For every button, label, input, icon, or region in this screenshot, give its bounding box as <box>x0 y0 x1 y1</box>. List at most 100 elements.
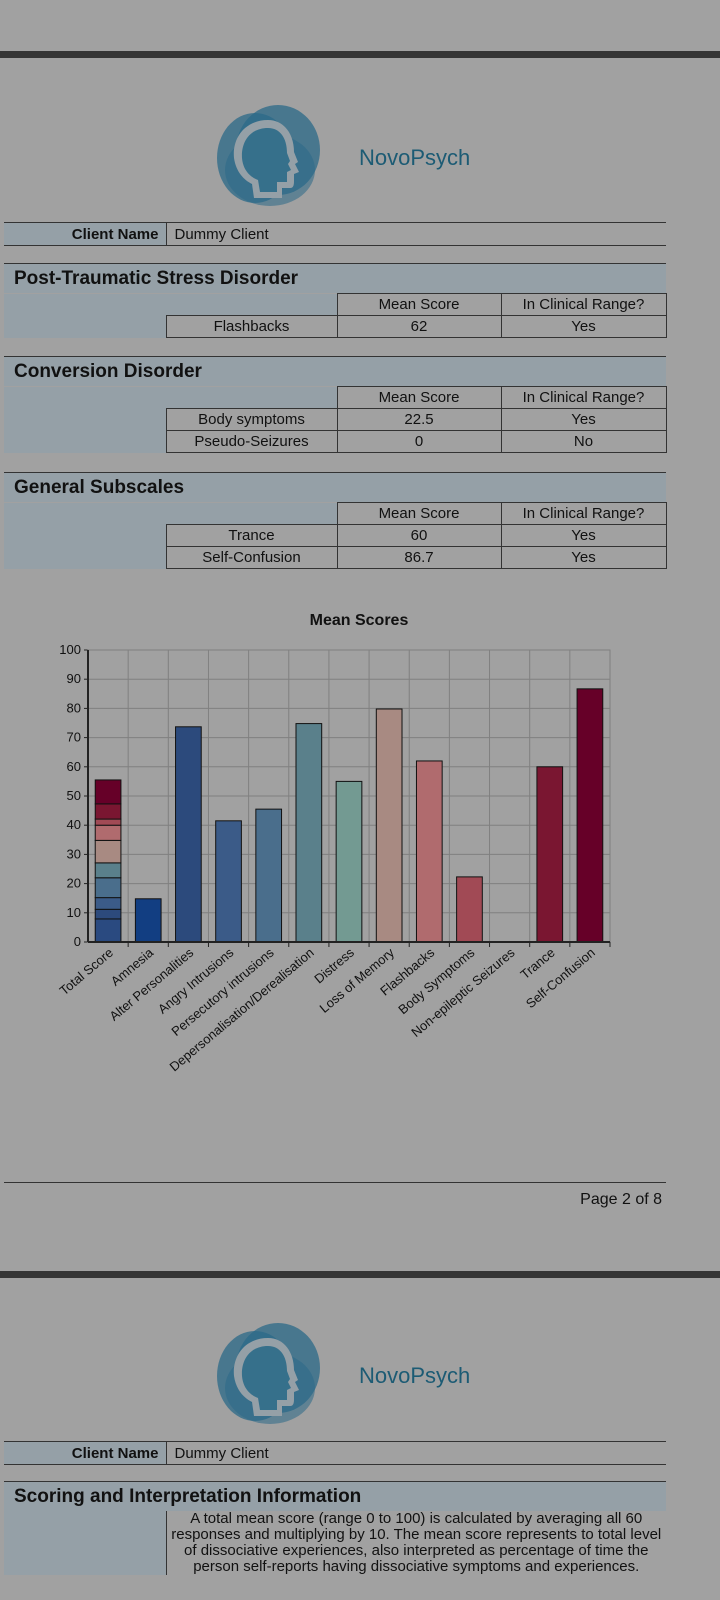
clinical-range-header: In Clinical Range? <box>500 386 667 409</box>
mean-score-header: Mean Score <box>336 386 502 409</box>
empty-cell <box>4 546 166 569</box>
score-table: Mean Score In Clinical Range? Trance 60 … <box>4 502 667 569</box>
bar <box>415 760 443 943</box>
footer-divider <box>4 1182 666 1183</box>
empty-cell <box>4 430 166 453</box>
row-mean: 22.5 <box>336 408 502 431</box>
row-clinical: Yes <box>500 315 667 338</box>
y-tick-label: 10 <box>67 905 81 920</box>
bar <box>134 898 162 943</box>
row-label: Flashbacks <box>165 315 338 338</box>
empty-cell <box>166 502 337 525</box>
y-tick-label: 50 <box>67 788 81 803</box>
score-table: Mean Score In Clinical Range? Body sympt… <box>4 386 667 453</box>
y-tick-label: 20 <box>67 876 81 891</box>
total-score-segment <box>94 824 122 841</box>
empty-cell <box>4 386 166 409</box>
empty-cell <box>4 502 166 525</box>
total-score-segment <box>94 779 122 805</box>
bar <box>576 688 604 943</box>
mean-scores-chart: Mean Scores 0 10 20 30 40 50 60 70 80 90 100 Total S… <box>57 612 611 1074</box>
table-row: Body symptoms 22.5 Yes <box>4 408 667 431</box>
bar <box>295 723 323 943</box>
bar <box>375 708 403 943</box>
page-divider <box>0 51 720 58</box>
row-label: Self-Confusion <box>165 546 338 569</box>
y-tick-label: 80 <box>67 700 81 715</box>
total-score-segment <box>94 862 122 879</box>
client-info-table: Client Name Dummy Client <box>4 1441 666 1465</box>
row-clinical: No <box>500 430 667 453</box>
brand-name: NovoPsych <box>359 1363 471 1388</box>
empty-cell <box>4 408 166 431</box>
y-tick-label: 30 <box>67 846 81 861</box>
scoring-info-text: A total mean score (range 0 to 100) is c… <box>165 1511 666 1575</box>
client-name-label: Client Name <box>4 1441 167 1465</box>
empty-cell <box>4 315 166 338</box>
total-score-segment <box>94 839 122 864</box>
y-tick-label: 0 <box>74 934 81 949</box>
row-label: Pseudo-Seizures <box>165 430 338 453</box>
row-clinical: Yes <box>500 524 667 547</box>
row-label: Trance <box>165 524 338 547</box>
page-number: Page 2 of 8 <box>580 1191 662 1208</box>
scoring-section: Scoring and Interpretation Information A… <box>4 1481 666 1575</box>
y-tick-label: 100 <box>59 642 81 657</box>
conversion-section: Conversion Disorder Mean Score In Clinic… <box>4 356 667 453</box>
row-mean: 86.7 <box>336 546 502 569</box>
total-score-segment <box>94 918 122 943</box>
bar <box>456 876 483 943</box>
mean-score-header: Mean Score <box>336 293 502 316</box>
novopsych-logo-icon <box>217 1323 320 1424</box>
table-row: Trance 60 Yes <box>4 524 667 547</box>
bar <box>255 808 283 943</box>
bar <box>215 820 242 943</box>
y-tick-label: 70 <box>67 730 81 745</box>
empty-cell <box>166 386 337 409</box>
empty-cell <box>4 293 166 316</box>
bar <box>536 766 564 943</box>
empty-cell <box>4 1511 166 1575</box>
clinical-range-header: In Clinical Range? <box>500 293 667 316</box>
total-score-segment <box>94 877 122 899</box>
row-label: Body symptoms <box>165 408 338 431</box>
x-tick-label: Self-Confusion <box>523 945 598 1011</box>
client-info-table: Client Name Dummy Client <box>4 222 666 246</box>
client-name-label: Client Name <box>4 222 167 246</box>
bar <box>335 780 363 943</box>
section-title: Post-Traumatic Stress Disorder <box>4 263 666 293</box>
empty-cell <box>4 524 166 547</box>
table-row: Self-Confusion 86.7 Yes <box>4 546 667 569</box>
brand-name: NovoPsych <box>359 145 471 170</box>
mean-score-header: Mean Score <box>336 502 502 525</box>
section-title: General Subscales <box>4 472 666 502</box>
x-tick-label: Total Score <box>57 945 116 998</box>
y-tick-label: 90 <box>67 671 81 686</box>
client-name-value: Dummy Client <box>166 1441 666 1465</box>
total-score-segment <box>94 897 122 910</box>
general-subscales-section: General Subscales Mean Score In Clinical… <box>4 472 667 569</box>
row-clinical: Yes <box>500 546 667 569</box>
total-score-segment <box>94 803 122 820</box>
empty-cell <box>166 293 337 316</box>
bar <box>175 726 202 943</box>
page-divider <box>0 1271 720 1278</box>
y-tick-label: 60 <box>67 759 81 774</box>
table-row: Flashbacks 62 Yes <box>4 315 667 338</box>
row-mean: 0 <box>336 430 502 453</box>
section-title: Conversion Disorder <box>4 356 666 386</box>
row-mean: 60 <box>336 524 502 547</box>
score-table: Mean Score In Clinical Range? Flashbacks… <box>4 293 667 338</box>
total-score-segment <box>94 908 122 920</box>
section-title: Scoring and Interpretation Information <box>4 1481 666 1511</box>
total-score-segment <box>94 818 122 826</box>
y-tick-label: 40 <box>67 817 81 832</box>
ptsd-section: Post-Traumatic Stress Disorder Mean Scor… <box>4 263 667 338</box>
novopsych-logo-icon <box>217 105 320 206</box>
row-clinical: Yes <box>500 408 667 431</box>
clinical-range-header: In Clinical Range? <box>500 502 667 525</box>
info-table: A total mean score (range 0 to 100) is c… <box>4 1511 666 1575</box>
chart-title: Mean Scores <box>310 612 409 629</box>
table-row: Pseudo-Seizures 0 No <box>4 430 667 453</box>
row-mean: 62 <box>336 315 502 338</box>
